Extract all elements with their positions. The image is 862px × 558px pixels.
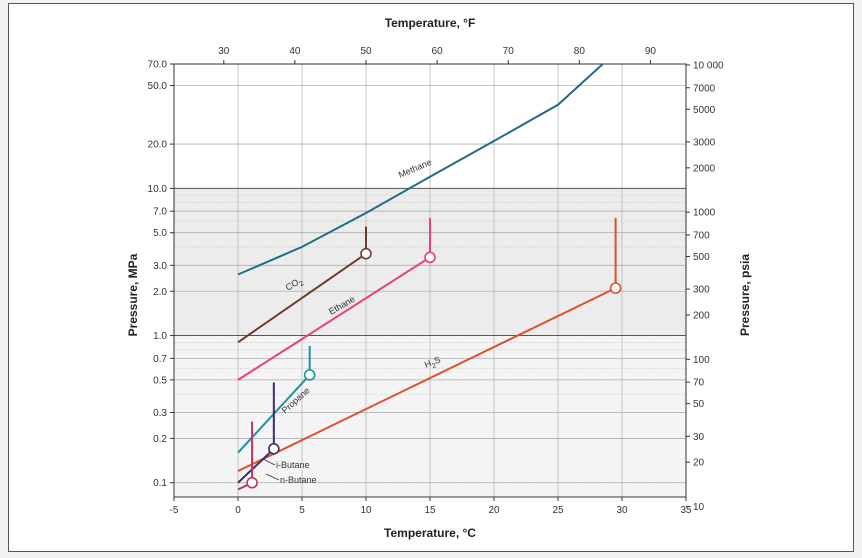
y-tick-label: 1.0: [153, 331, 167, 342]
series-line-co2: [237, 252, 367, 344]
y2-tick-label: 300: [693, 285, 710, 296]
y2-tick-label: 1000: [693, 208, 716, 219]
y-tick-label: 0.2: [153, 434, 167, 445]
critical-point-ethane: [424, 251, 436, 264]
x-tick-label: 35: [680, 505, 692, 516]
x2-tick-label: 90: [645, 46, 657, 57]
x2-tick-label: 80: [574, 46, 586, 57]
y2-tick-label: 3000: [693, 137, 716, 148]
x-tick-label: 25: [552, 505, 564, 516]
y2-tick-label: 10 000: [693, 60, 724, 71]
x2-tick-label: 50: [360, 46, 372, 57]
y-tick-label: 10.0: [148, 184, 168, 195]
y-tick-label: 2.0: [153, 287, 167, 298]
series-group: [237, 63, 622, 491]
h2s-label-tail: S: [433, 354, 442, 366]
y2-tick-label: 200: [693, 311, 710, 322]
y-tick-label: 20.0: [148, 140, 168, 151]
series-line-h2s: [237, 287, 617, 472]
tick-labels: -5 0 5 10 15 20 25 30 35 30 40 50 60 70 80 90 0.1 0.2 0.3 0…: [148, 46, 724, 516]
critical-point-propane: [303, 369, 316, 381]
y-tick-label: 70.0: [148, 60, 168, 71]
y2-tick-label: 7000: [693, 83, 716, 94]
x-tick-label: 10: [360, 505, 372, 516]
y2-tick-label: 2000: [693, 163, 716, 174]
y2-tick-label: 20: [693, 458, 705, 469]
x-tick-label: 20: [488, 505, 500, 516]
series-line-i-butane: [237, 448, 275, 484]
y2-tick-label: 70: [693, 378, 705, 389]
axes: [170, 60, 690, 508]
critical-point-co2: [360, 247, 372, 260]
x-tick-label: 0: [235, 505, 241, 516]
ibutane-leader: [262, 458, 276, 466]
y2-tick-label: 5000: [693, 105, 716, 116]
x-axis-title: Temperature, °C: [384, 526, 476, 540]
series-line-methane: [237, 63, 604, 276]
series-line-ethane: [237, 256, 431, 381]
x2-tick-label: 30: [218, 46, 230, 57]
critical-point-h2s: [609, 282, 622, 294]
y-axis-title: Pressure, MPa: [126, 253, 140, 336]
y-tick-label: 0.5: [153, 375, 167, 386]
critical-point-i-butane: [268, 443, 280, 455]
co2-label-sub: 2: [298, 280, 305, 288]
x-tick-label: 5: [299, 505, 305, 516]
y2-tick-label: 100: [693, 355, 710, 366]
methane-label: Methane: [397, 157, 433, 180]
x-tick-label: 15: [424, 505, 436, 516]
y-tick-label: 0.1: [153, 478, 167, 489]
x2-tick-label: 60: [432, 46, 444, 57]
x2-axis-title: Temperature, °F: [385, 16, 476, 30]
y2-tick-label: 700: [693, 230, 710, 241]
critical-point-n-butane: [246, 476, 258, 489]
y-tick-label: 7.0: [153, 207, 167, 218]
y2-axis-title: Pressure, psia: [738, 254, 752, 336]
y-tick-label: 0.3: [153, 408, 167, 419]
h2s-label-main: H: [423, 358, 433, 370]
h2s-label: H2S: [423, 354, 443, 372]
x2-tick-label: 70: [503, 46, 515, 57]
y-tick-label: 3.0: [153, 261, 167, 272]
y2-tick-label: 30: [693, 432, 705, 443]
x-tick-label: 30: [616, 505, 628, 516]
ibutane-label: i-Butane: [276, 460, 310, 470]
y-tick-label: 0.7: [153, 354, 167, 365]
y2-tick-label: 50: [693, 399, 705, 410]
y2-tick-label: 10: [693, 502, 705, 513]
x-tick-label: -5: [170, 505, 179, 516]
h2s-label-sub: 2: [431, 362, 437, 370]
y2-tick-label: 500: [693, 252, 710, 263]
x2-tick-label: 40: [289, 46, 301, 57]
y-tick-label: 50.0: [148, 81, 168, 92]
nbutane-leader: [265, 473, 280, 481]
nbutane-label: n-Butane: [280, 475, 317, 485]
y-tick-label: 5.0: [153, 228, 167, 239]
